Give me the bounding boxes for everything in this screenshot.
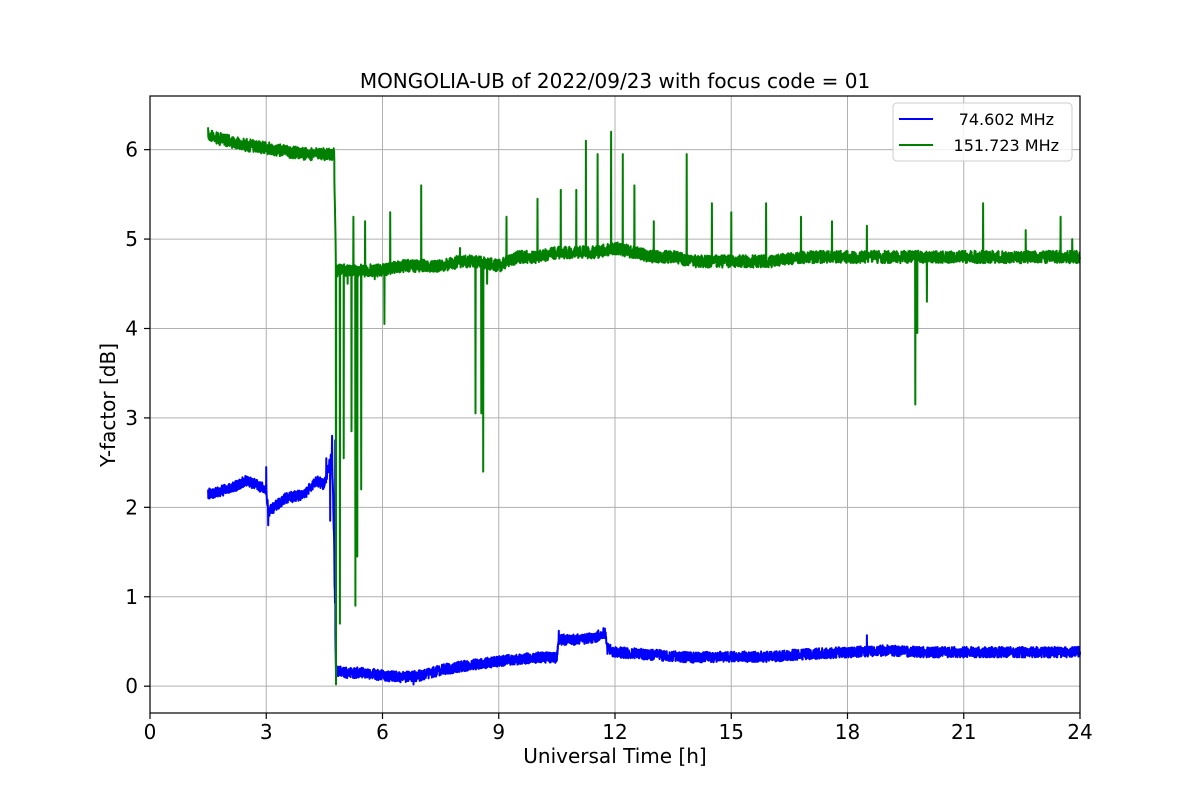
chart-title: MONGOLIA-UB of 2022/09/23 with focus cod…: [360, 69, 870, 93]
series-line-1: [207, 127, 1081, 686]
y-tick-label: 5: [125, 227, 138, 251]
legend: 74.602 MHz 151.723 MHz: [892, 102, 1073, 162]
y-tick-label: 3: [125, 406, 138, 430]
x-tick-label: 18: [835, 720, 860, 744]
x-tick-label: 9: [492, 720, 505, 744]
x-tick-label: 12: [602, 720, 627, 744]
legend-label-74mhz: 74.602 MHz: [959, 110, 1054, 129]
series-line-0: [207, 434, 1081, 686]
x-tick-label: 21: [951, 720, 976, 744]
x-tick-label: 3: [260, 720, 273, 744]
y-axis-label: Y-factor [dB]: [96, 343, 120, 468]
x-tick-label: 15: [719, 720, 744, 744]
series-layer: [207, 127, 1081, 686]
y-tick-label: 4: [125, 316, 138, 340]
legend-label-151mhz: 151.723 MHz: [954, 136, 1059, 155]
y-tick-label: 2: [125, 495, 138, 519]
y-tick-label: 6: [125, 138, 138, 162]
y-tick-label: 0: [125, 674, 138, 698]
legend-frame: [892, 102, 1073, 162]
x-tick-label: 24: [1067, 720, 1092, 744]
y-tick-label: 1: [125, 585, 138, 609]
x-tick-label: 6: [376, 720, 389, 744]
x-axis-label: Universal Time [h]: [523, 744, 706, 768]
x-tick-label: 0: [144, 720, 157, 744]
